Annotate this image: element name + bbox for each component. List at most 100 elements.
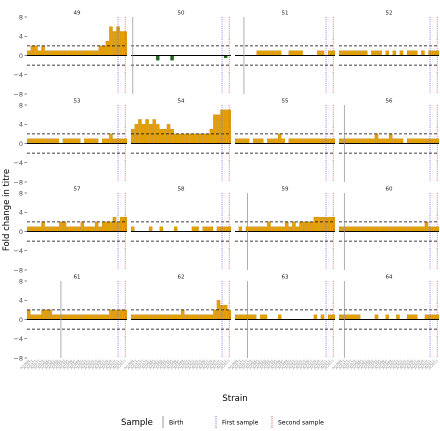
bar	[414, 226, 418, 232]
bar	[242, 138, 246, 144]
strain-label: A/1996	[374, 359, 385, 370]
strain-label: A/1989	[152, 359, 163, 370]
bar	[206, 314, 210, 320]
bar	[389, 226, 393, 232]
facet-panel-50: 50	[131, 11, 231, 94]
bar	[102, 221, 106, 232]
bar	[91, 50, 95, 56]
strain-label: A/1992	[363, 359, 374, 370]
strain-label: A/2003	[184, 359, 195, 370]
bar	[292, 50, 296, 56]
bar	[52, 138, 56, 144]
bar	[44, 226, 49, 232]
strain-label: A/2008	[98, 359, 109, 370]
bar	[389, 133, 393, 144]
bar	[77, 138, 81, 144]
strain-label: A/2013	[220, 359, 231, 370]
bar	[145, 314, 149, 320]
bar	[431, 50, 436, 56]
facet-panel-49: 49 −8 −4 0 4 8	[13, 11, 127, 98]
bar	[342, 50, 347, 56]
strain-label: A/1977	[30, 359, 41, 370]
bar	[267, 50, 271, 56]
bar	[34, 314, 38, 320]
bar	[317, 138, 321, 144]
legend-title: Sample	[121, 418, 153, 428]
bar	[62, 138, 67, 144]
bar	[119, 138, 124, 144]
bar	[356, 138, 361, 144]
bar	[184, 133, 189, 144]
bar	[414, 314, 418, 320]
bar	[392, 226, 397, 232]
facet-panel-63: 63A/1968A/1972A/1975A/1977A/1979A/1982A/…	[227, 275, 335, 370]
bar	[349, 314, 354, 320]
bar	[173, 133, 178, 144]
bar	[41, 221, 45, 232]
facet-panel-51: 51	[235, 11, 335, 94]
y-tick-label: 4	[19, 297, 23, 305]
y-tick-label: −4	[13, 335, 23, 343]
bar	[209, 314, 214, 320]
y-tick-label: 4	[19, 121, 23, 129]
bar	[374, 133, 379, 144]
strain-label: A/1968	[331, 359, 342, 370]
bar	[274, 50, 278, 56]
strain-label: A/1985	[41, 359, 52, 370]
strain-label: A/1992	[155, 359, 166, 370]
strain-label: A/2012	[112, 359, 123, 370]
bar	[299, 221, 303, 232]
bar	[249, 314, 253, 320]
bar	[346, 226, 350, 232]
bar	[80, 221, 85, 232]
bar	[131, 226, 135, 232]
strain-label: A/2004	[187, 359, 198, 370]
bar	[320, 216, 325, 232]
strain-label: A/1999	[381, 359, 392, 370]
strain-label: A/2003	[288, 359, 299, 370]
strain-label: A/2005	[87, 359, 98, 370]
facet-panel-55: 55	[235, 99, 335, 182]
strain-label: A/2012	[424, 359, 435, 370]
bar	[252, 226, 257, 232]
bar	[364, 138, 368, 144]
bar	[223, 226, 228, 232]
bar	[281, 226, 285, 232]
bar	[270, 50, 275, 56]
strain-label: A/1989	[256, 359, 267, 370]
bar	[44, 309, 49, 320]
bar	[396, 226, 400, 232]
bar	[356, 314, 361, 320]
bar	[310, 221, 314, 232]
bar	[339, 138, 343, 144]
strain-label: A/2011	[212, 359, 223, 370]
panel-label: 60	[386, 187, 393, 193]
x-axis-title: Strain	[222, 394, 247, 404]
facet-panel-54: 54	[131, 99, 231, 182]
bar	[410, 138, 414, 144]
bar	[385, 314, 389, 320]
bar	[356, 50, 361, 56]
strain-label: A/1987	[44, 359, 55, 370]
bar	[37, 138, 42, 144]
y-tick-label: −8	[13, 354, 23, 362]
bar	[138, 314, 142, 320]
bar	[94, 314, 99, 320]
bar	[98, 314, 102, 320]
facet-panel-62: 62A/1968A/1972A/1975A/1977A/1979A/1982A/…	[123, 275, 231, 370]
strain-label: A/1996	[166, 359, 177, 370]
bar	[55, 226, 60, 232]
strain-label: A/1995	[266, 359, 277, 370]
bar	[306, 138, 310, 144]
bar	[288, 226, 293, 232]
y-tick-label: −4	[13, 247, 23, 255]
bar	[263, 226, 268, 232]
bar	[346, 314, 350, 320]
bar	[73, 226, 77, 232]
bar	[292, 221, 296, 232]
bar	[98, 226, 102, 232]
bar	[410, 314, 414, 320]
strain-label: A/2008	[202, 359, 213, 370]
bar	[431, 314, 436, 320]
bar	[424, 138, 429, 144]
